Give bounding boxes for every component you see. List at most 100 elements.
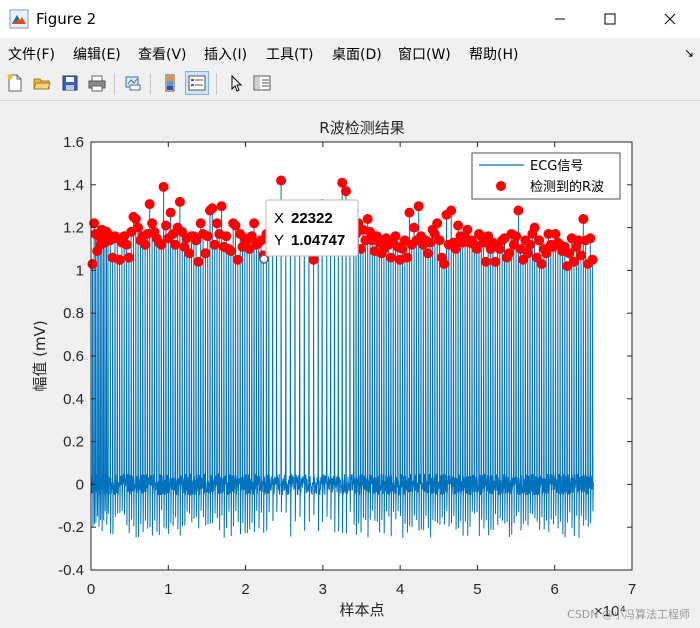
r-peak-point [471,244,482,254]
menu-desktop[interactable]: 桌面(D) [332,47,382,63]
toolbar-separator [114,73,115,95]
r-peak-point [397,244,408,254]
r-peak-point [446,205,457,216]
r-peak-point [564,248,575,259]
menu-file[interactable]: 文件(F) [8,47,55,63]
r-peak-point [360,235,371,246]
r-peak-point [402,252,413,263]
print-button[interactable] [85,71,109,95]
x-axis-ticks: 0 1 2 3 4 5 6 7 [87,142,636,598]
r-peak-point [121,239,132,250]
insert-legend-icon [188,75,206,91]
x-tick-label: 5 [473,581,481,598]
r-peak-point [230,220,241,231]
link-plot-button[interactable] [121,71,145,95]
legend-rpeak-swatch [496,181,506,191]
x-tick-label: 3 [319,581,327,598]
y-tick-label: 1 [76,262,84,279]
y-tick-label: 1.6 [63,134,84,151]
menu-insert[interactable]: 插入(I) [204,47,248,63]
save-button[interactable] [58,71,82,95]
menu-window[interactable]: 窗口(W) [398,47,451,63]
menu-tools[interactable]: 工具(T) [266,47,314,63]
y-tick-label: 0.8 [63,305,84,322]
legend-ecg-label: ECG信号 [530,159,583,174]
r-peak-point [246,231,257,242]
toolbar-separator [216,73,217,95]
r-peak-point [341,186,351,197]
x-tick-label: 1 [164,581,172,598]
y-tick-label: 0.2 [63,434,84,451]
r-peak-point [144,199,155,210]
r-peak-point [221,231,232,242]
r-peak-point [225,246,236,257]
close-button[interactable] [647,4,693,34]
title-bar: Figure 2 [0,0,700,38]
matlab-icon [9,9,29,29]
r-peak-point [490,256,501,267]
r-peak-point [308,254,319,265]
window-title: Figure 2 [36,10,97,28]
property-editor-button[interactable] [250,71,274,95]
close-icon [664,13,676,25]
r-peak-point [541,248,552,259]
y-axis-ticks: -0.4 -0.2 0 0.2 0.4 0.6 0.8 1 1.2 1.4 1.6 [58,134,632,579]
r-peak-point [480,256,491,267]
insert-colorbar-icon [165,74,175,92]
r-peak-point [550,229,561,239]
r-peak-point [522,248,533,259]
r-peak-point [404,207,415,218]
open-button[interactable] [30,71,54,95]
r-peak-point [158,181,169,192]
r-peak-point [543,229,554,239]
r-peak-point [525,239,535,250]
r-peak-point [576,250,586,261]
watermark: CSDN @小冯算法工程师 [567,608,690,621]
dock-arrow-icon[interactable]: ↘ [683,46,694,60]
r-peak-point [573,235,584,246]
r-peak-point [513,205,524,216]
y-tick-label: -0.4 [58,562,84,579]
r-peak-point [450,244,461,254]
new-file-button[interactable] [3,71,27,95]
minimize-button[interactable] [537,4,583,34]
minimize-icon [555,18,565,20]
new-file-icon [7,74,22,92]
open-folder-icon [33,78,51,90]
r-peak-point [511,231,522,242]
r-peak-point [439,259,450,269]
y-tick-label: 1.2 [63,220,84,237]
r-peak-point [385,252,396,263]
r-peak-point [130,214,141,224]
r-peak-point [423,248,433,259]
r-peak-point [536,259,547,269]
r-peak-point [249,218,260,229]
menu-help[interactable]: 帮助(H) [469,47,519,63]
r-peak-point [529,222,540,233]
datatip[interactable]: X 22322 Y 1.04747 [259,199,359,264]
pointer-button[interactable] [224,71,248,95]
chart-title: R波检测结果 [319,119,404,137]
menu-view[interactable]: 查看(V) [138,47,187,63]
insert-legend-button[interactable] [185,71,209,95]
r-peak-point [216,201,227,212]
datatip-y-value: 1.04747 [291,232,345,249]
r-peak-point [232,254,243,265]
r-peak-point [413,201,424,212]
r-peak-point [212,218,222,229]
x-tick-label: 6 [551,581,559,598]
r-peak-point [504,248,515,259]
legend[interactable]: ECG信号 检测到的R波 [471,152,621,200]
r-peak-point [174,196,185,207]
r-peak-point [156,239,167,250]
insert-colorbar-button[interactable] [158,71,182,95]
figure-canvas: 0 1 2 3 4 5 6 7 -0.4 -0.2 0 0.2 0.4 0.6 0.8 1 1.2 1.4 1.6… [31,119,636,620]
maximize-button[interactable] [587,4,633,34]
x-tick-label: 2 [241,581,249,598]
r-peak-point [165,207,176,218]
menu-edit[interactable]: 编辑(E) [73,47,121,63]
y-tick-label: 0.6 [63,348,84,365]
r-peak-point [114,254,125,265]
r-peak-point [133,222,144,233]
r-peak-point [184,248,195,259]
